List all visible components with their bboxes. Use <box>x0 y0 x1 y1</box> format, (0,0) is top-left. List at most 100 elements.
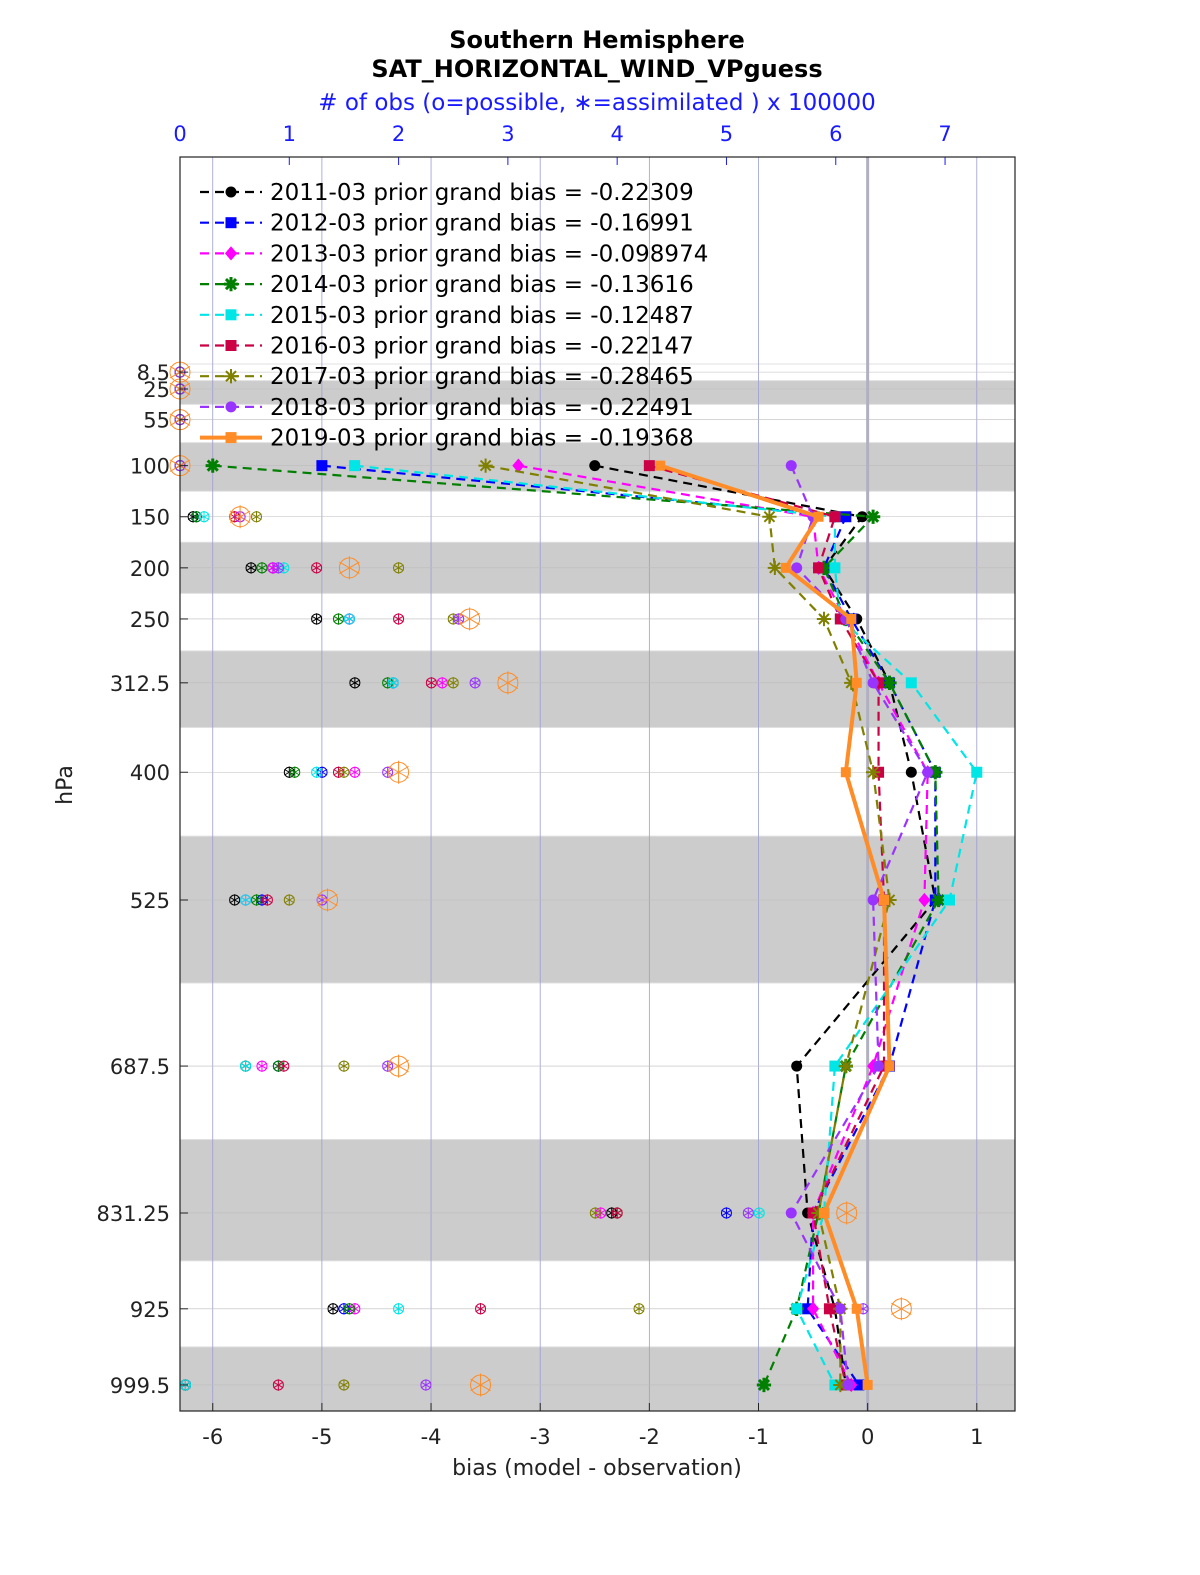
level-tick-label: 25 <box>143 378 170 402</box>
assimilated-marker <box>311 562 322 574</box>
legend-marker <box>225 217 237 229</box>
obs-count-point <box>338 1379 350 1391</box>
obs-count-point <box>589 1207 601 1219</box>
level-tick-label: 312.5 <box>110 672 170 696</box>
bias-point <box>589 460 601 472</box>
obs-count-point <box>311 766 323 778</box>
bias-point <box>882 892 897 908</box>
obs-count-point <box>382 1060 394 1072</box>
assimilated-marker <box>891 1297 912 1321</box>
bias-point <box>844 675 859 690</box>
assimilated-marker <box>240 1060 251 1072</box>
level-tick-label: 999.5 <box>110 1374 170 1398</box>
obs-count-point <box>611 1207 623 1219</box>
obs-count-point <box>742 1207 754 1219</box>
top-tick-label: 3 <box>501 122 514 146</box>
bias-series-line <box>789 465 929 1386</box>
assimilated-marker <box>387 677 399 689</box>
legend-marker <box>225 432 237 444</box>
bias-point <box>867 894 879 906</box>
obs-count-point <box>283 894 295 906</box>
y-axis-label: hPa <box>53 765 78 805</box>
obs-count-point <box>497 671 519 695</box>
assimilated-marker <box>388 760 409 784</box>
obs-count-point <box>387 677 399 689</box>
bias-point <box>791 1060 803 1072</box>
obs-count-point <box>393 1303 405 1315</box>
bias-point <box>767 560 783 575</box>
assimilated-marker <box>251 510 262 523</box>
level-tick-label: 200 <box>130 557 170 581</box>
bias-point <box>928 765 943 780</box>
bottom-tick-label: 1 <box>970 1425 983 1449</box>
assimilated-marker <box>497 671 519 695</box>
bias-point <box>884 1061 895 1072</box>
bias-point <box>905 677 917 689</box>
assimilated-marker <box>284 894 295 906</box>
obs-count-point <box>447 677 459 689</box>
legend-entry: 2013-03 prior grand bias = -0.098974 <box>270 241 708 267</box>
assimilated-marker <box>469 677 481 689</box>
obs-count-point <box>338 1060 350 1072</box>
legend-marker <box>223 369 239 384</box>
assimilated-marker <box>311 766 322 778</box>
assimilated-marker <box>437 677 448 689</box>
obs-count-point <box>343 1303 355 1315</box>
obs-count-point <box>289 766 301 778</box>
level-band <box>180 1346 1015 1411</box>
obs-count-point <box>469 677 481 689</box>
assimilated-marker <box>448 677 459 689</box>
bias-point <box>851 677 862 688</box>
obs-count-point <box>470 1373 492 1397</box>
assimilated-marker <box>743 1207 754 1219</box>
bias-point <box>865 509 881 524</box>
plot-frame <box>179 156 1016 1412</box>
assimilated-marker <box>289 766 300 778</box>
legend-marker <box>224 246 238 261</box>
bias-point <box>829 562 841 574</box>
obs-count-point <box>459 607 481 631</box>
obs-count-point <box>388 1054 410 1078</box>
bottom-tick-label: -6 <box>202 1425 223 1449</box>
obs-count-point <box>425 677 437 689</box>
obs-count-point <box>245 562 257 574</box>
legend-marker <box>225 401 237 413</box>
level-band <box>180 380 1015 405</box>
bias-point <box>922 766 934 778</box>
assimilated-marker <box>475 1303 486 1315</box>
top-axis-label: # of obs (o=possible, ∗=assimilated ) x … <box>318 90 876 116</box>
bias-point <box>846 613 857 624</box>
level-bands <box>180 363 1015 1411</box>
bias-point <box>818 1207 829 1218</box>
bias-point <box>931 892 946 908</box>
bottom-tick-label: -1 <box>748 1425 769 1449</box>
obs-count-point <box>229 505 251 529</box>
bias-point <box>944 894 956 906</box>
assimilated-marker <box>240 894 251 906</box>
bias-point <box>655 460 666 471</box>
obs-count-point <box>343 613 355 625</box>
top-tick-label: 6 <box>829 122 842 146</box>
obs-count-point <box>272 562 284 574</box>
top-tick-label: 5 <box>720 122 733 146</box>
assimilated-marker <box>229 894 240 906</box>
obs-count-point <box>338 766 350 778</box>
assimilated-marker <box>317 888 338 912</box>
level-tick-label: 831.25 <box>97 1202 170 1226</box>
assimilated-marker <box>836 1201 857 1225</box>
obs-count-point <box>327 1303 339 1315</box>
bias-lines <box>205 458 983 1393</box>
obs-count-point <box>890 1297 912 1321</box>
assimilated-marker <box>349 766 361 778</box>
assimilated-marker <box>721 1207 732 1219</box>
bias-point <box>882 675 897 690</box>
bias-point <box>865 765 881 780</box>
obs-count-point <box>278 1060 290 1072</box>
assimilated-marker <box>327 1303 339 1315</box>
assimilated-marker <box>273 562 284 574</box>
assimilated-marker <box>229 505 251 529</box>
bottom-tick-label: -5 <box>311 1425 332 1449</box>
obs-count-point <box>251 510 263 523</box>
assimilated-marker <box>333 613 344 625</box>
